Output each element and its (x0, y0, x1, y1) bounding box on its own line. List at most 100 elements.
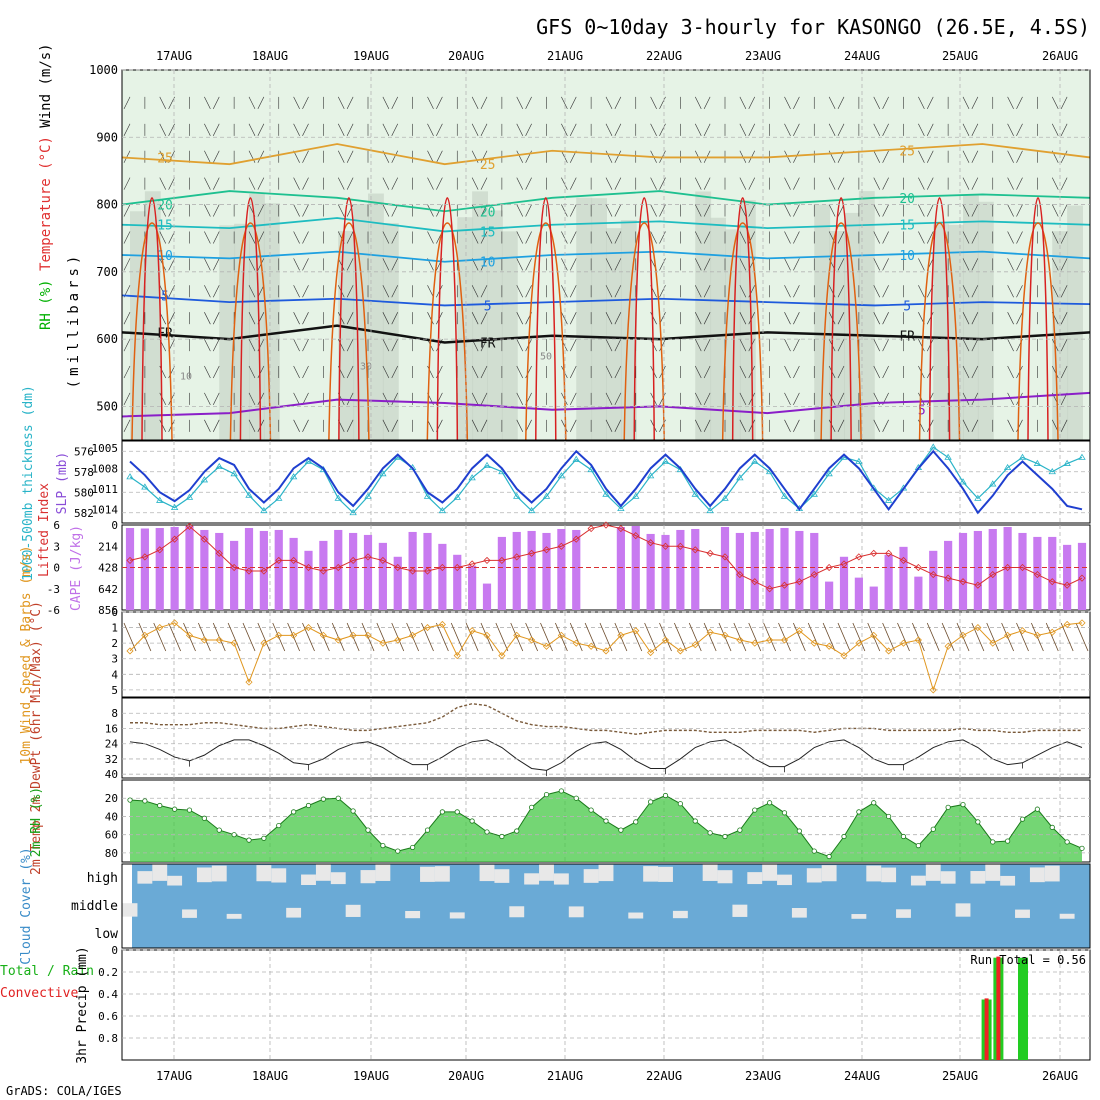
upper-wind-barb (962, 177, 970, 190)
lifted-index-line-point (1004, 563, 1012, 572)
upper-wind-barb (703, 258, 711, 271)
upper-wind-barb (703, 123, 711, 136)
wind10-speed-line-point (795, 627, 803, 635)
upper-wind-barb (1016, 231, 1023, 244)
lifted-index-line (129, 524, 1083, 590)
upper-wind-barb (694, 177, 702, 190)
thickness-line-point (1063, 459, 1071, 466)
upper-wind-barb (873, 419, 881, 432)
wind10-barb (897, 622, 910, 652)
upper-wind-barb (427, 419, 434, 432)
upper-wind-barb (873, 177, 881, 190)
cloud-mid-cell (122, 903, 138, 917)
wind10-speed-line-point (498, 652, 506, 660)
bottom-date-label: 20AUG (448, 1069, 484, 1083)
upper-wind-barb (480, 392, 488, 406)
upper-wind-barb (346, 231, 354, 244)
upper-wind-barb (1016, 177, 1023, 190)
temperature-contour-label: FR (899, 330, 915, 345)
upper-wind-barb (471, 177, 479, 190)
top-date-label: 26AUG (1042, 49, 1078, 63)
slp-line (129, 449, 1083, 515)
rh-line-point (871, 800, 877, 806)
upper-wind-barb (212, 177, 220, 190)
upper-wind-barb (837, 392, 845, 406)
temperature-contour-label: 5 (161, 289, 169, 304)
upper-wind-barb (516, 231, 524, 244)
cape-bar (676, 529, 685, 610)
upper-wind-barb (561, 150, 568, 163)
upper-wind-barb (1060, 150, 1068, 163)
upper-wind-barb (837, 258, 845, 271)
temperature-contour-label: 20 (899, 192, 915, 207)
rh-band-low (933, 224, 950, 440)
upper-wind-barb (784, 312, 791, 325)
wind10-speed-line-point (141, 631, 149, 639)
upper-wind-barb (1016, 150, 1023, 163)
upper-wind-barb (436, 96, 443, 110)
upper-wind-barb (525, 204, 532, 217)
hot-contour (633, 197, 655, 441)
wind10-speed-line-point (394, 636, 402, 644)
upper-wind-barb (123, 419, 131, 432)
upper-wind-barb (739, 312, 747, 325)
lifted-index-line-point (349, 556, 357, 564)
upper-wind-barb (962, 231, 970, 244)
upper-wind-barb (382, 96, 390, 110)
cape-bar (1048, 536, 1057, 610)
wind10-barb (1045, 622, 1059, 652)
upper-wind-barb (159, 96, 167, 110)
upper-wind-barb (739, 365, 747, 379)
wind10-speed-line-point (1063, 620, 1071, 629)
lifted-index-line-point (944, 574, 952, 582)
ylabel-part: Temperature (°C) (38, 128, 54, 271)
upper-wind-barb (694, 338, 702, 352)
rh-band-low (695, 191, 712, 440)
wind10-speed-line-point (959, 631, 967, 639)
cape-bar (646, 533, 655, 610)
temperature-contour-label: 20 (480, 205, 496, 220)
lifted-index-line-point (483, 556, 491, 564)
upper-wind-barb (525, 365, 532, 379)
cape-bar (319, 540, 328, 610)
cape-tick-label: 0 (111, 519, 118, 532)
pressure-tick-label: 800 (96, 198, 118, 212)
rh-band-low (263, 203, 280, 440)
wind10-barb (376, 622, 390, 652)
cape-bar (215, 532, 224, 610)
rh-line-point (410, 844, 416, 851)
cape-bar (542, 532, 551, 610)
thickness-line-point (275, 494, 283, 501)
upper-wind-barb (784, 365, 791, 379)
upper-wind-barb (293, 123, 300, 136)
lifted-index-line-point (632, 532, 640, 540)
cape-bar (363, 534, 373, 610)
lifted-index-line-point (989, 571, 997, 579)
upper-wind-barb (873, 338, 881, 352)
upper-wind-barb (257, 204, 265, 217)
rh-line-point (677, 801, 683, 807)
wind-contour-label: 30 (360, 361, 372, 372)
cape-bar (230, 540, 239, 610)
cloud-high-cell (330, 872, 346, 885)
lifted-index-line-point (1033, 571, 1041, 579)
wind10-barb (1075, 622, 1089, 652)
cloud-high-cell (360, 870, 376, 884)
upper-wind-barb (427, 177, 434, 190)
upper-wind-barb (784, 285, 791, 298)
wind10-speed-line-point (171, 619, 179, 627)
upper-wind-barb (703, 312, 711, 325)
upper-wind-barb (784, 96, 791, 110)
upper-wind-barb (525, 285, 532, 298)
upper-wind-barb (212, 123, 220, 136)
upper-wind-barb (480, 419, 488, 432)
hot-contour (830, 197, 852, 441)
thickness-line-point (780, 492, 789, 499)
top-date-label: 17AUG (156, 49, 192, 63)
temperature-contour-5 (121, 294, 1091, 307)
hot-contour (928, 197, 951, 441)
upper-wind-barb (784, 419, 791, 432)
cape-bar (795, 530, 804, 610)
upper-wind-barb (926, 204, 934, 217)
wind10-barb (1060, 622, 1074, 652)
